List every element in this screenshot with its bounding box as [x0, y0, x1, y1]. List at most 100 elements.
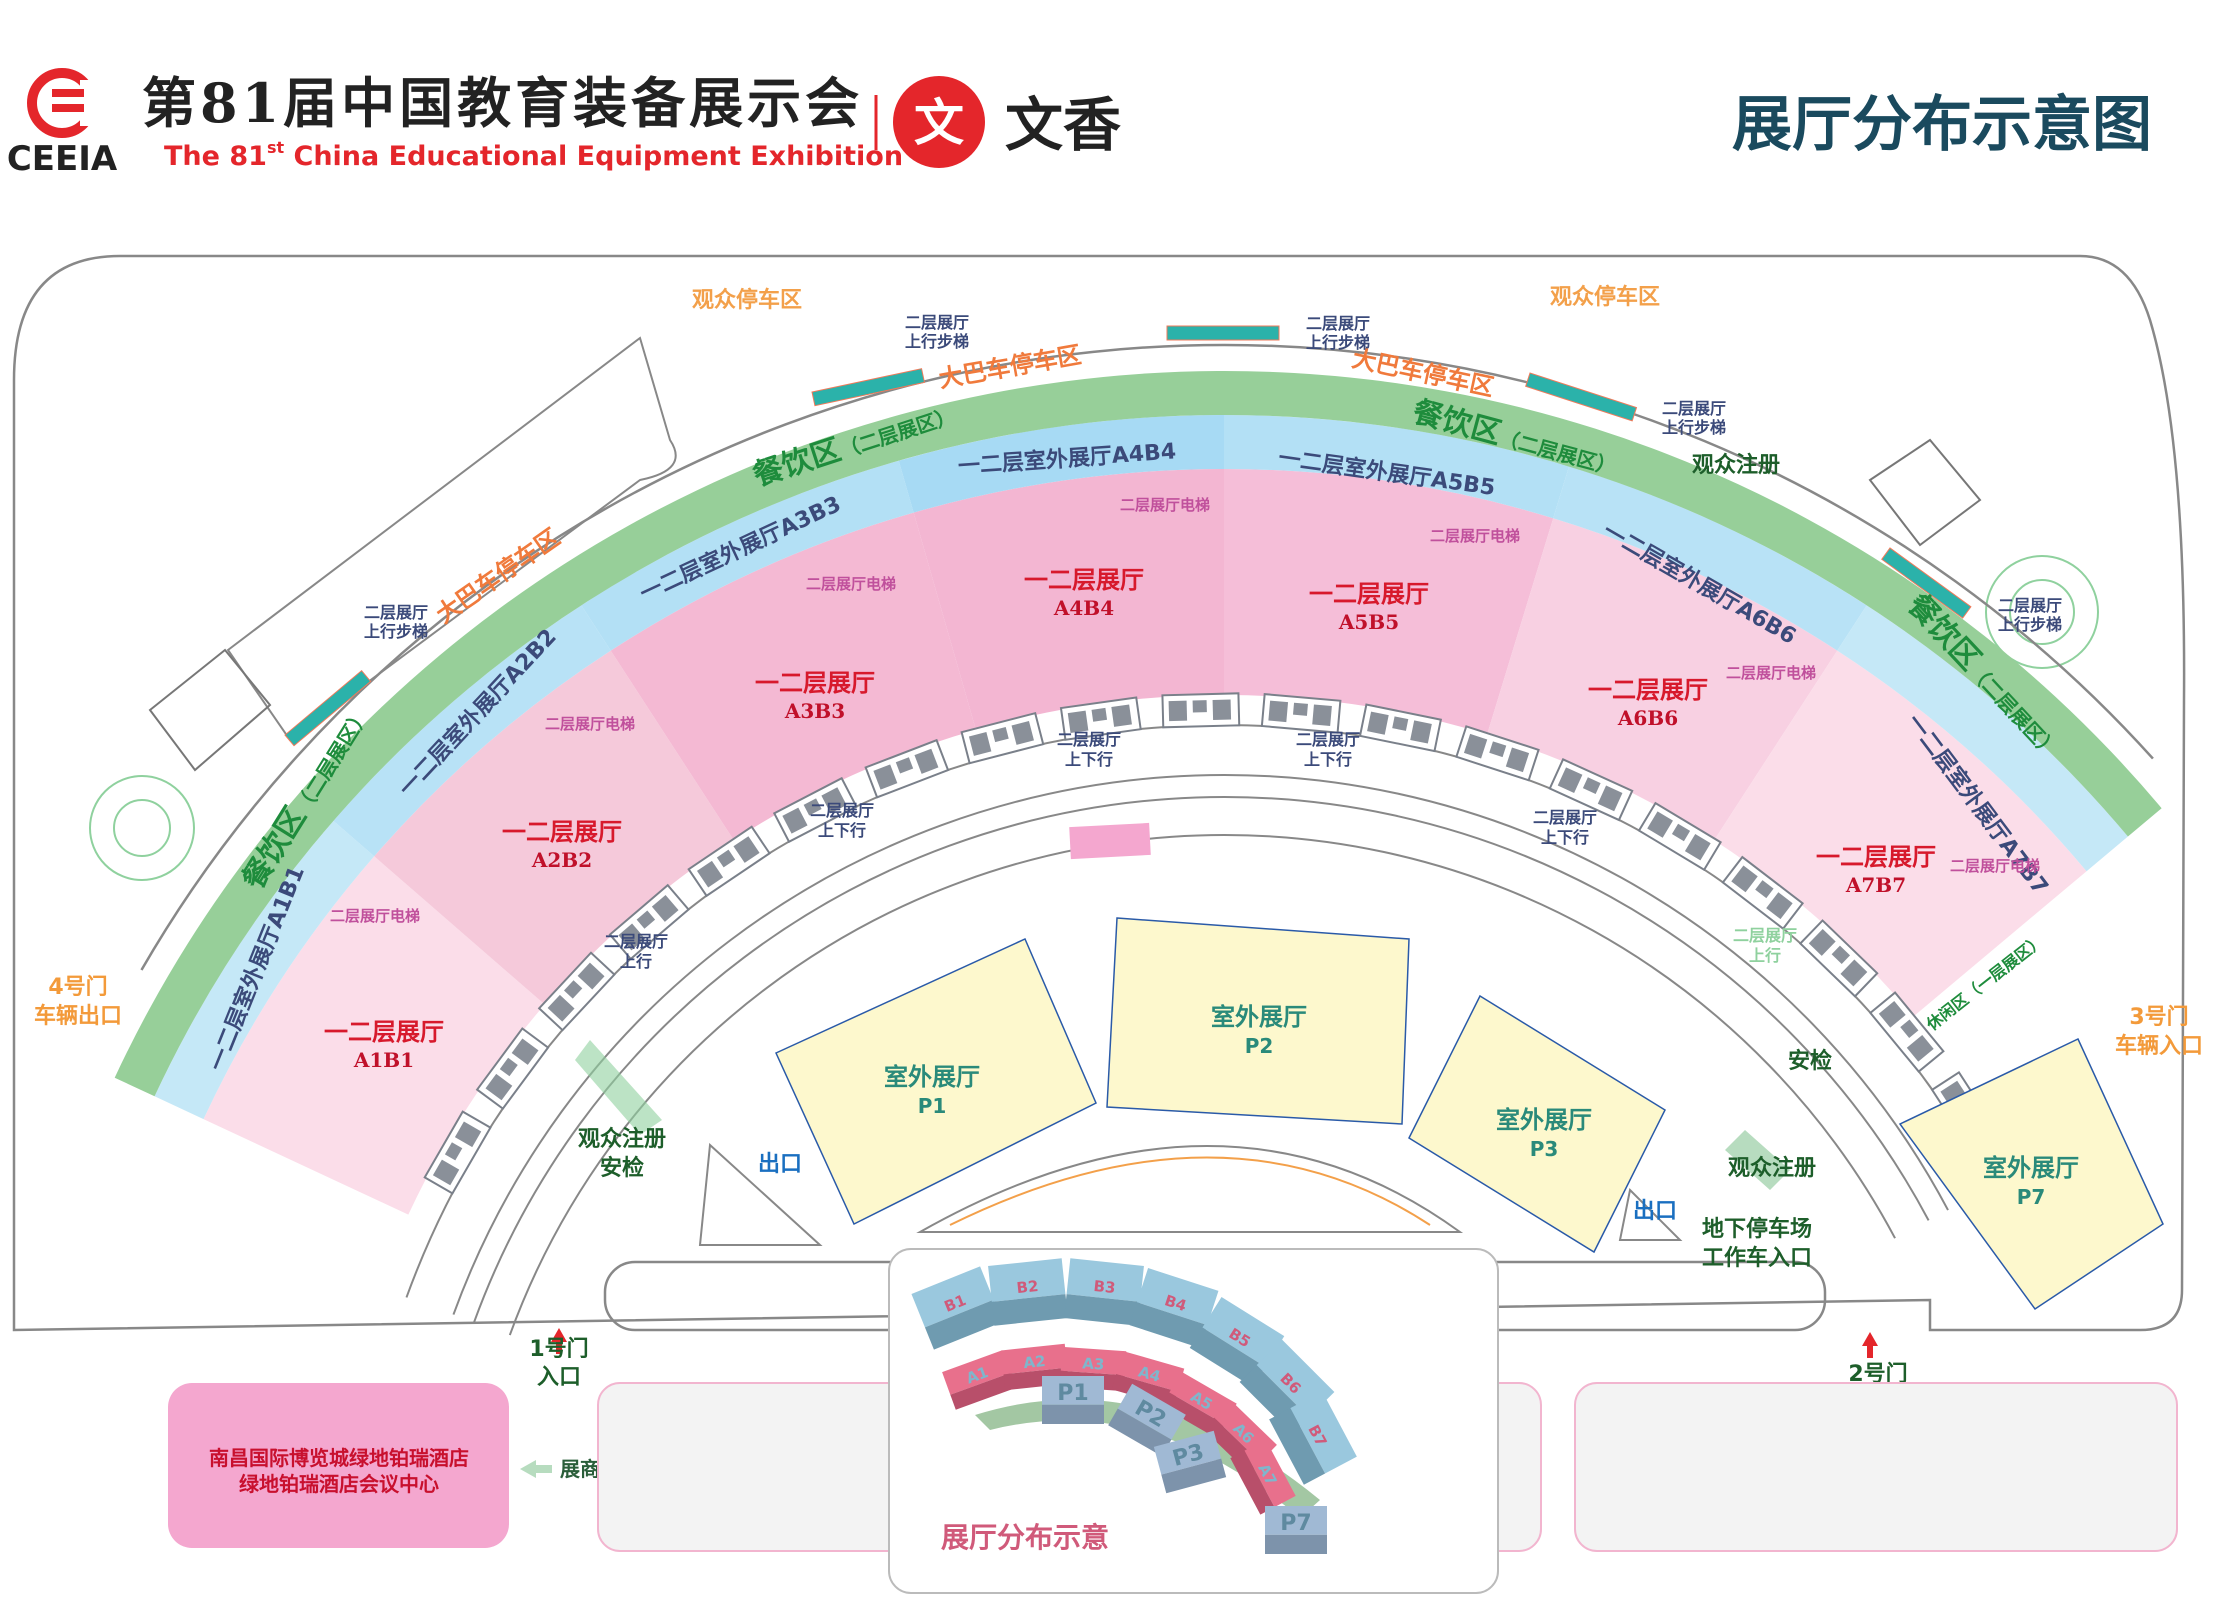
pavilion-code: P3	[1530, 1137, 1559, 1161]
updown-label: 上下行	[818, 821, 866, 840]
updown-label: 上下行	[1304, 750, 1352, 769]
underground-parking-label: 地下停车场	[1702, 1216, 1812, 1242]
site-boundary	[12, 254, 2186, 1332]
hall-name: 一二层展厅	[502, 818, 622, 846]
stairs-label: 上行步梯	[1306, 333, 1370, 352]
outdoor-hall-band-6	[1553, 466, 1867, 651]
registration-label-left: 观众注册	[578, 1126, 666, 1152]
wenxiang-logo: 文 文香	[893, 76, 1121, 168]
hall-code: A7B7	[1845, 873, 1906, 897]
pavilion-code: P7	[2017, 1185, 2046, 1209]
inset-block-p: P2	[1108, 1383, 1186, 1457]
elevator-label: 二层展厅电梯	[545, 715, 635, 733]
inset-block-a: A7	[1230, 1439, 1296, 1515]
audience-parking-label: 观众停车区	[1550, 284, 1660, 310]
outdoor-hall-band-2	[333, 605, 611, 857]
hall-name: 一二层展厅	[324, 1018, 444, 1046]
inset-block-p: P1	[1042, 1376, 1104, 1424]
building-cluster	[1059, 696, 1142, 741]
hall-code: A4B4	[1053, 596, 1114, 620]
building-cluster	[864, 738, 950, 799]
inset-block-a-label: A2	[1023, 1352, 1047, 1372]
building-cluster	[1161, 692, 1241, 729]
building-cluster	[1721, 855, 1805, 931]
escalator	[1166, 325, 1280, 341]
pavilion-name: 室外展厅	[884, 1063, 980, 1091]
hall-code: A1B1	[353, 1048, 414, 1072]
building-cluster	[1548, 758, 1634, 822]
hall-name: 一二层展厅	[1816, 843, 1936, 871]
outdoor-hall-band-3	[581, 460, 914, 651]
hall-name: 一二层展厅	[1588, 676, 1708, 704]
inset-block-b: B7	[1269, 1391, 1357, 1485]
ceeia-logo-text: CEEIA	[7, 139, 118, 179]
gate3-label: 3号门	[2129, 1004, 2188, 1030]
updown-label: 二层展厅	[1296, 730, 1360, 749]
escalator	[1881, 547, 1972, 619]
outdoor-hall-band-4	[898, 415, 1224, 513]
hall-sector-5	[1224, 469, 1554, 735]
roundabout-right	[1985, 555, 2099, 669]
inset-block-b: B4	[1129, 1268, 1219, 1348]
hall-sector-1	[203, 856, 545, 1215]
conference-center-name: 绿地铂瑞酒店会议中心	[239, 1472, 439, 1496]
wenxiang-name: 文香	[1005, 91, 1121, 159]
elevator-label: 二层展厅电梯	[806, 575, 896, 593]
elevator-label: 二层展厅电梯	[1430, 527, 1520, 545]
inset-block-b-label: B2	[1016, 1277, 1040, 1297]
hall-code: A6B6	[1617, 706, 1678, 730]
building-cluster	[608, 883, 690, 961]
escalator	[811, 368, 926, 407]
inset-title: 展厅分布示意	[941, 1521, 1109, 1554]
exit-island-right	[1618, 1187, 1683, 1241]
stairs-label: 二层展厅	[364, 603, 428, 622]
elevator-label: 二层展厅电梯	[1120, 496, 1210, 514]
exit-label: 出口	[758, 1152, 802, 1177]
stairs-label: 上行步梯	[905, 332, 969, 351]
building-outline	[1868, 438, 1982, 547]
inset-block-b-label: B4	[1162, 1291, 1188, 1315]
pavilion-name: 室外展厅	[1211, 1003, 1307, 1031]
hotel-name: 南昌国际博览城绿地铂瑞酒店	[209, 1446, 469, 1470]
updown-labels: 二层展厅 上下行 二层展厅 上下行 二层展厅 上下行 二层展厅 上下行 二层展厅…	[604, 730, 1797, 971]
registration-label-right: 观众注册	[1728, 1155, 1816, 1181]
pavilion-name: 室外展厅	[1983, 1154, 2079, 1182]
hall-name: 一二层展厅	[1309, 580, 1429, 608]
stairs-label: 上行步梯	[364, 622, 428, 641]
pavilion-p7-area	[1898, 1037, 2164, 1311]
roundabout-left	[89, 775, 195, 881]
amphitheater-inner	[949, 1156, 1431, 1226]
building-outline	[148, 648, 272, 772]
grey-area-right	[1574, 1382, 2178, 1552]
inset-block-p-label: P7	[1280, 1511, 1311, 1536]
inset-block-b: B1	[911, 1266, 1003, 1350]
hall-name: 一二层展厅	[1024, 566, 1144, 594]
checkin-arrow-icon	[520, 1460, 552, 1478]
exhibition-title-cn: 第81届中国教育装备展示会	[142, 71, 863, 135]
building-cluster	[423, 1110, 492, 1195]
hall-code: A3B3	[784, 699, 845, 723]
inset-block-p: P7	[1265, 1506, 1327, 1554]
hall-name: 一二层展厅	[755, 669, 875, 697]
inset-block-b-label: B3	[1093, 1277, 1117, 1297]
ceeia-logo: CEEIA	[7, 68, 118, 179]
exit-label: 出口	[1633, 1199, 1677, 1224]
updown-label: 上行	[1749, 946, 1781, 965]
elevator-labels: 二层展厅电梯 二层展厅电梯 二层展厅电梯 二层展厅电梯 二层展厅电梯 二层展厅电…	[330, 496, 2040, 925]
stairs-label: 上行步梯	[1998, 615, 2062, 634]
building-cluster	[1358, 703, 1443, 753]
svg-text:文: 文	[914, 94, 964, 152]
roundabout-left-inner	[113, 799, 171, 857]
inset-block-b: B2	[988, 1258, 1068, 1326]
building-cluster	[1868, 991, 1945, 1073]
hall-arc-layer	[114, 343, 2162, 1336]
stairs-label: 二层展厅	[1306, 314, 1370, 333]
audience-parking-label: 观众停车区	[692, 287, 802, 313]
inset-block-a: A4	[1111, 1350, 1185, 1408]
gate1-label: 1号门	[529, 1336, 588, 1362]
updown-label: 二层展厅	[810, 801, 874, 820]
updown-label: 上下行	[1065, 750, 1113, 769]
gate3-label: 车辆入口	[2115, 1033, 2203, 1059]
building-cluster	[687, 825, 771, 898]
